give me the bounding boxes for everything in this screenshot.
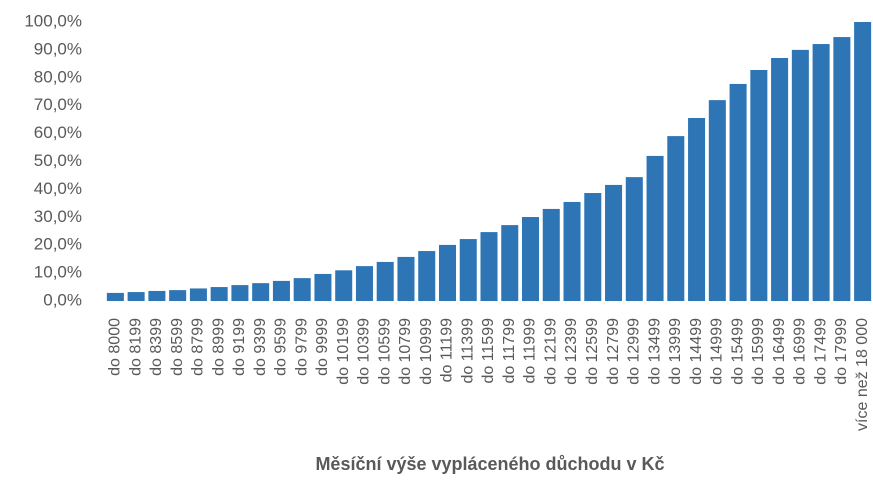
- bar: [854, 22, 872, 301]
- bar: [397, 256, 415, 301]
- bar: [189, 288, 207, 301]
- bar: [106, 292, 124, 301]
- x-tick-label: do 11599: [480, 318, 497, 384]
- bar: [542, 208, 560, 301]
- x-tick-label: do 9599: [273, 318, 290, 376]
- bar: [169, 290, 187, 301]
- bar: [272, 280, 290, 301]
- bar: [729, 83, 747, 301]
- bar: [314, 273, 332, 301]
- bar: [771, 57, 789, 302]
- bar: [418, 251, 436, 301]
- y-tick-label: 100,0%: [24, 11, 82, 30]
- x-tick-label: do 8399: [148, 318, 165, 376]
- bar: [667, 136, 685, 301]
- bar: [563, 201, 581, 301]
- x-tick-label: do 8999: [210, 318, 227, 376]
- x-tick-label: do 9999: [314, 318, 331, 376]
- bar: [688, 117, 706, 301]
- x-tick-label: do 8199: [127, 318, 144, 376]
- y-tick-label: 60,0%: [34, 123, 82, 142]
- bar: [355, 266, 373, 301]
- bar: [501, 225, 519, 301]
- y-tick-label: 40,0%: [34, 179, 82, 198]
- x-tick-label: do 15499: [729, 318, 746, 385]
- x-tick-label: do 17499: [812, 318, 829, 385]
- x-tick-label: do 16999: [792, 318, 809, 385]
- x-tick-label: do 11399: [459, 318, 476, 384]
- x-tick-label: do 9399: [252, 318, 269, 376]
- x-tick-label: do 14499: [688, 318, 705, 385]
- y-tick-label: 50,0%: [34, 151, 82, 170]
- x-tick-label: do 9199: [231, 318, 248, 376]
- y-tick-label: 0,0%: [43, 290, 82, 309]
- bar: [646, 155, 664, 301]
- x-tick-label: do 14999: [709, 318, 726, 385]
- x-tick-label: do 12799: [605, 318, 622, 385]
- y-tick-label: 80,0%: [34, 67, 82, 86]
- x-tick-label: do 12599: [584, 318, 601, 385]
- x-tick-label: do 17999: [833, 318, 850, 385]
- bar: [293, 278, 311, 301]
- bar: [833, 37, 851, 301]
- x-tick-label: do 12399: [563, 318, 580, 385]
- x-tick-label: do 11999: [522, 318, 539, 384]
- x-tick-label: do 11199: [439, 318, 456, 382]
- x-tick-label: do 10599: [376, 318, 393, 385]
- y-tick-label: 20,0%: [34, 235, 82, 254]
- x-tick-label: do 9799: [293, 318, 310, 376]
- x-tick-label: do 8799: [190, 318, 207, 376]
- bar: [210, 287, 228, 301]
- bar: [584, 193, 602, 301]
- x-tick-label: do 12999: [626, 318, 643, 385]
- y-tick-label: 70,0%: [34, 95, 82, 114]
- x-tick-label: do 8000: [107, 318, 124, 376]
- x-tick-label: do 13499: [646, 318, 663, 385]
- bar: [127, 292, 145, 301]
- bar: [252, 283, 270, 301]
- x-tick-label: do 10199: [335, 318, 352, 385]
- bar: [791, 49, 809, 302]
- bar: [625, 177, 643, 301]
- x-tick-label: do 11799: [501, 318, 518, 384]
- bar: [812, 44, 830, 301]
- bar: [231, 285, 249, 301]
- x-tick-label: do 12199: [542, 318, 559, 385]
- x-tick-label: do 10399: [356, 318, 373, 385]
- bar: [750, 69, 768, 301]
- x-tick-label: do 10999: [418, 318, 435, 385]
- bar: [605, 184, 623, 301]
- bar: [708, 100, 726, 302]
- bar: [522, 217, 540, 301]
- x-tick-label: do 8599: [169, 318, 186, 376]
- y-tick-label: 30,0%: [34, 207, 82, 226]
- bar: [438, 244, 456, 301]
- bar: [480, 232, 498, 301]
- x-tick-label: do 13999: [667, 318, 684, 385]
- x-axis-title: Měsíční výše vypláceného důchodu v Kč: [315, 454, 664, 474]
- x-tick-label: do 10799: [397, 318, 414, 385]
- x-tick-label: více než 18 000: [854, 318, 871, 431]
- bar: [148, 290, 166, 301]
- bar: [376, 261, 394, 301]
- y-tick-label: 90,0%: [34, 39, 82, 58]
- x-tick-label: do 15999: [750, 318, 767, 385]
- bar: [459, 239, 477, 301]
- y-tick-label: 10,0%: [34, 263, 82, 282]
- x-tick-label: do 16499: [771, 318, 788, 385]
- bar: [335, 270, 353, 301]
